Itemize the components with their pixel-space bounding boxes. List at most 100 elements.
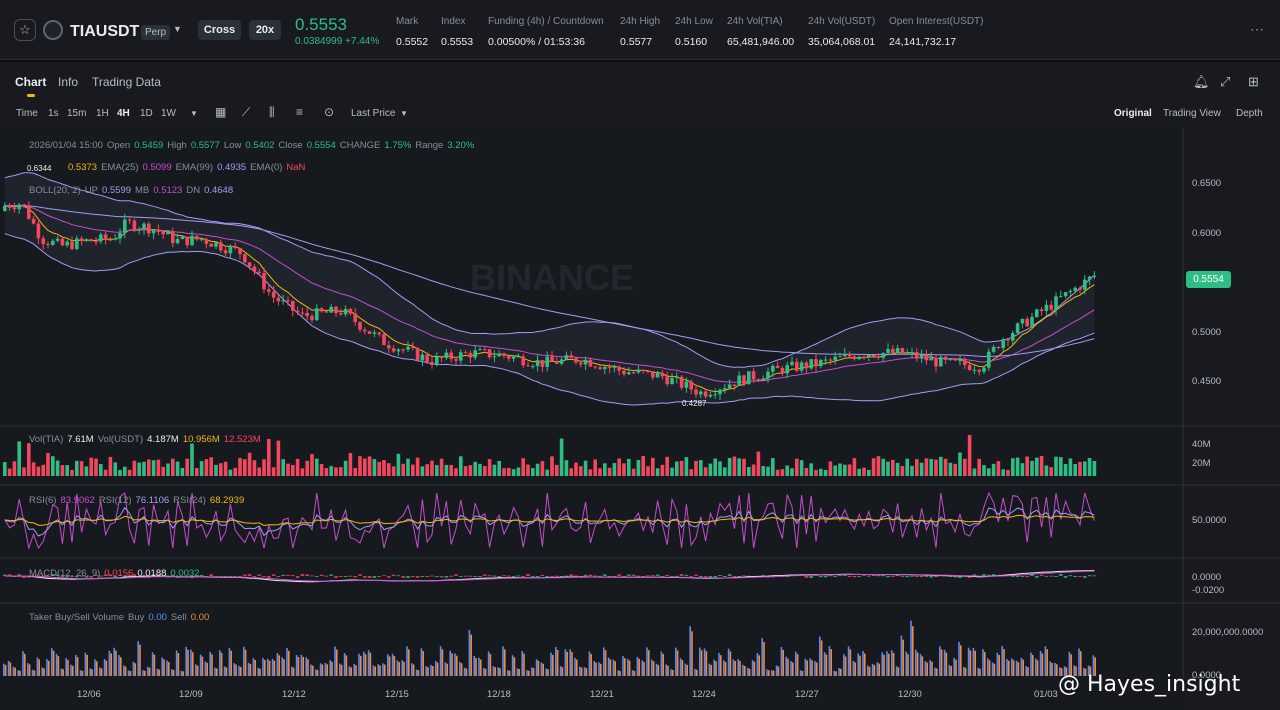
symbol-dropdown-icon[interactable]: ▼ — [173, 24, 182, 34]
taker-sell-bar — [1060, 668, 1063, 676]
leverage-button[interactable]: 20x — [249, 20, 281, 40]
taker-buy-bar — [737, 659, 739, 676]
macd-bar — [881, 575, 885, 577]
candle-body — [1015, 323, 1020, 334]
macd-bar — [819, 576, 823, 578]
taker-buy-bar — [747, 667, 749, 676]
macd-bar — [679, 574, 684, 576]
candle-body — [569, 355, 573, 358]
candle-body — [507, 355, 511, 359]
taker-sell-bar — [753, 661, 756, 676]
tab-info[interactable]: Info — [58, 75, 79, 89]
taker-sell-bar — [628, 660, 631, 676]
macd-bar — [953, 576, 957, 578]
candle-body — [60, 238, 65, 246]
macd-bar — [723, 576, 727, 578]
margin-mode-button[interactable]: Cross — [198, 20, 241, 40]
interval-4h[interactable]: 4H — [117, 108, 130, 119]
candle-body — [675, 376, 679, 378]
candle-type-icon[interactable]: ⫼ — [269, 105, 275, 119]
stat-open-interest: Open Interest(USDT) 24,141,732.17 — [889, 16, 984, 48]
taker-sell-bar — [892, 652, 895, 676]
taker-sell-bar — [638, 658, 640, 676]
fullscreen-icon[interactable]: ⤢ — [1220, 74, 1231, 89]
interval-1s[interactable]: 1s — [48, 108, 59, 119]
taker-buy-bar — [694, 668, 696, 676]
taker-buy-bar — [372, 665, 375, 676]
taker-sell-bar — [187, 649, 189, 676]
interval-time[interactable]: Time — [16, 108, 38, 119]
taker-buy-bar — [953, 657, 955, 676]
taker-sell-bar — [600, 663, 602, 676]
taker-sell-bar — [686, 664, 688, 676]
volume-bar — [550, 456, 554, 476]
candle-body — [694, 389, 698, 395]
taker-sell-bar — [1003, 649, 1005, 676]
candle-body — [1078, 287, 1082, 290]
ema-legend: 0.5373 EMA(25) 0.5099 EMA(99) 0.4935 EMA(0) Na… — [68, 162, 306, 173]
macd-bar — [271, 574, 276, 576]
taker-sell-bar — [326, 664, 328, 676]
interval-1h[interactable]: 1H — [96, 108, 109, 119]
settings-icon[interactable]: ≡ — [296, 105, 304, 119]
volume-bar — [209, 457, 213, 476]
calendar-icon[interactable]: ▦ — [215, 105, 227, 119]
view-depth[interactable]: Depth — [1236, 108, 1263, 119]
view-trading-view[interactable]: Trading View — [1163, 108, 1221, 119]
candle-body — [987, 351, 991, 368]
volume-bar — [559, 438, 564, 476]
volume-bar — [295, 458, 300, 476]
taker-sell-bar — [585, 668, 588, 676]
candle-body — [766, 371, 770, 379]
macd-bar — [655, 574, 660, 576]
more-icon[interactable]: ⋯ — [1250, 21, 1264, 37]
price-type-dropdown-icon[interactable]: ▼ — [400, 109, 408, 118]
alert-bell-icon[interactable]: 🔔︎ — [1193, 74, 1210, 89]
volume-bar — [612, 463, 617, 476]
indicator-icon[interactable]: ⟋ — [242, 105, 251, 119]
price-type-select[interactable]: Last Price — [351, 108, 396, 119]
layout-grid-icon[interactable]: ⊞ — [1248, 74, 1259, 89]
taker-buy-bar — [262, 658, 264, 676]
volume-bar — [967, 434, 972, 476]
taker-sell-bar — [710, 664, 712, 676]
symbol-title[interactable]: TIAUSDT — [70, 23, 140, 40]
candle-body — [238, 248, 242, 255]
volume-bar — [862, 467, 866, 476]
tab-chart[interactable]: Chart — [15, 75, 47, 89]
interval-1d[interactable]: 1D — [140, 108, 153, 119]
taker-buy-bar — [1083, 667, 1085, 676]
candle-body — [171, 231, 175, 244]
interval-1w[interactable]: 1W — [161, 108, 176, 119]
candle-body — [132, 220, 137, 231]
macd-bar — [934, 576, 938, 577]
favorite-star-icon[interactable]: ☆ — [14, 19, 36, 41]
taker-buy-bar — [891, 650, 893, 676]
taker-sell-bar — [1084, 668, 1087, 676]
taker-buy-bar — [286, 648, 288, 676]
taker-sell-bar — [945, 652, 948, 676]
interval-15m[interactable]: 15m — [67, 108, 87, 119]
volume-bar — [439, 458, 444, 476]
interval-dropdown-icon[interactable]: ▼ — [190, 109, 198, 118]
volume-bar — [151, 460, 156, 476]
taker-buy-bar — [934, 667, 936, 676]
tab-trading-data[interactable]: Trading Data — [92, 75, 161, 89]
candlestick-chart[interactable]: BINANCE 0.4287 0.6344 — [0, 128, 1280, 710]
macd-bar — [732, 576, 737, 578]
taker-sell-bar — [81, 670, 84, 676]
view-original[interactable]: Original — [1114, 108, 1152, 119]
volume-bar — [468, 465, 473, 476]
draw-tools-icon[interactable]: ⊙ — [324, 105, 335, 119]
taker-sell-bar — [76, 657, 79, 676]
candle-body — [411, 346, 415, 349]
volume-bar — [406, 458, 410, 476]
taker-sell-bar — [273, 660, 276, 676]
candle-body — [795, 361, 799, 371]
volume-bar — [3, 462, 7, 476]
taker-sell-bar — [830, 649, 832, 676]
taker-buy-bar — [315, 669, 317, 676]
taker-sell-bar — [681, 660, 684, 676]
taker-sell-bar — [302, 656, 304, 676]
taker-buy-bar — [243, 646, 245, 676]
